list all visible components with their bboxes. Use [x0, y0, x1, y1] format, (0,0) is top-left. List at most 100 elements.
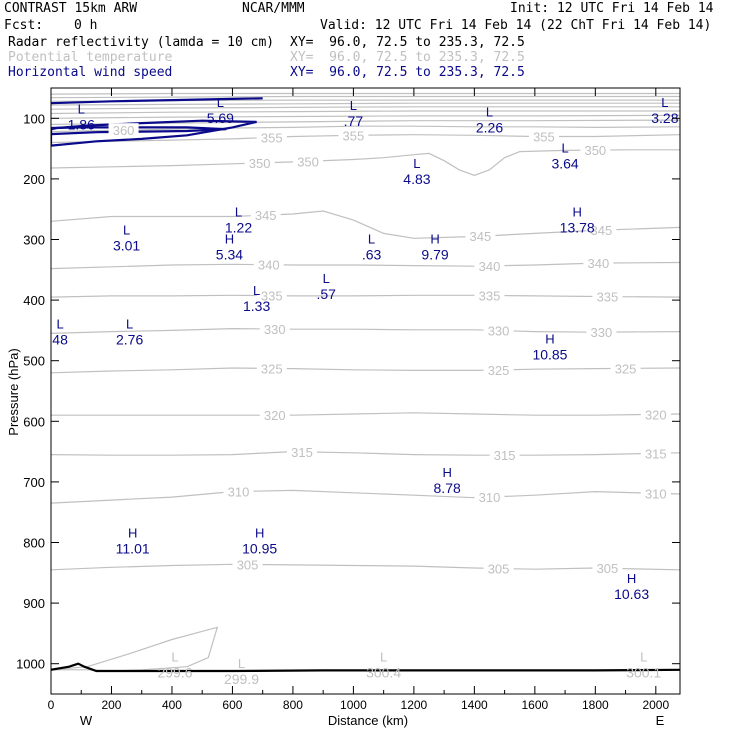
plot-frame	[50, 87, 681, 695]
isentrope-label-bg	[259, 322, 290, 336]
field-xy-reflectivity: XY= 96.0, 72.5 to 235.3, 72.5	[290, 35, 525, 50]
isentrope-label-bg	[483, 323, 514, 337]
isentrope-label: 305	[597, 561, 619, 576]
init-time: Init: 12 UTC Fri 14 Feb 14	[510, 1, 714, 16]
x-tick-label: 2000	[642, 698, 669, 712]
extremum-value: 1.22	[225, 219, 252, 235]
isentrope-label-bg	[586, 325, 617, 339]
isentrope-label: 330	[591, 325, 613, 340]
isentrope-label: 315	[291, 445, 313, 460]
extremum-marker: H	[128, 525, 137, 540]
isentrope-label-bg	[256, 288, 287, 302]
isentrope-label-bg	[244, 155, 275, 169]
field-xy-potential-temperature: XY= 96.0, 72.5 to 235.3, 72.5	[290, 50, 525, 65]
extremum-marker: H	[627, 571, 636, 586]
isentrope-label-bg	[474, 490, 505, 504]
isentrope-label-bg	[586, 223, 617, 237]
y-tick-label: 200	[23, 172, 45, 187]
isentrope-label: 325	[615, 361, 637, 376]
isentrope-label: 330	[264, 322, 286, 337]
y-tick-label: 1000	[16, 657, 45, 672]
extremum-marker: L	[56, 316, 63, 331]
y-tick-label: 500	[23, 354, 45, 369]
isentrope-label: 315	[645, 446, 667, 461]
x-tick-label: 1200	[401, 698, 428, 712]
field-name-potential-temperature: Potential temperature	[8, 50, 173, 65]
forecast-label: Fcst:	[4, 18, 44, 33]
isentrope-label: 335	[261, 289, 283, 304]
isentrope-line	[51, 210, 680, 239]
isentrope-label-bg	[474, 258, 505, 272]
isentrope-label: 340	[479, 259, 501, 274]
extremum-value: 300.1	[626, 665, 661, 681]
extremum-marker: H	[255, 525, 264, 540]
isentrope-label-bg	[465, 229, 496, 243]
isentrope-line	[51, 92, 680, 95]
isentrope-label: 350	[297, 154, 319, 169]
isentrope-label-bg	[640, 407, 671, 421]
isentrope-label: 310	[645, 486, 667, 501]
valid-time: Valid: 12 UTC Fri 14 Feb 14 (22 ChT Fri …	[320, 18, 712, 33]
y-tick-label: 400	[23, 293, 45, 308]
x-tick-label: 1400	[461, 698, 488, 712]
isentrope-line	[51, 327, 680, 334]
extremum-value: .77	[344, 113, 364, 129]
isentrope-label-bg	[489, 448, 520, 462]
extremum-marker: L	[78, 101, 85, 116]
extremum-marker: L	[413, 156, 420, 171]
isentrope-line	[51, 367, 680, 374]
extremum-marker: L	[126, 316, 133, 331]
y-tick-label: 300	[23, 233, 45, 248]
extremum-marker: L	[368, 232, 375, 247]
isentrope-label-bg	[259, 408, 290, 422]
isentrope-label: 305	[237, 557, 259, 572]
isentrope-line	[51, 125, 680, 133]
field-name-wind-speed: Horizontal wind speed	[8, 65, 173, 80]
extremum-value: 5.69	[207, 110, 234, 126]
isentrope-label-bg	[610, 361, 641, 375]
extremum-value: 3.64	[551, 156, 578, 172]
extremum-value: 11.01	[116, 540, 150, 556]
isentrope-label-bg	[108, 123, 139, 137]
isentrope-label: 310	[228, 484, 250, 499]
isentrope-label-bg	[580, 143, 611, 157]
extremum-value: 13.78	[560, 219, 595, 235]
x-tick-label: 1800	[582, 698, 609, 712]
extremum-marker: H	[545, 332, 554, 347]
x-tick-label: 1000	[340, 698, 367, 712]
extremum-value: 9.79	[421, 247, 448, 263]
isentrope-label-bg	[592, 561, 623, 575]
x-tick-label: 200	[101, 698, 121, 712]
y-axis-title: Pressure (hPa)	[6, 348, 21, 435]
field-xy-wind-speed: XY= 96.0, 72.5 to 235.3, 72.5	[290, 65, 525, 80]
extremum-value: .57	[316, 286, 336, 302]
isentrope-label: 335	[479, 288, 501, 303]
isentrope-label-bg	[640, 486, 671, 500]
terrain-line	[51, 662, 680, 673]
isentrope-line	[51, 563, 680, 571]
isentrope-label-bg	[483, 362, 514, 376]
isentrope-label: 340	[587, 256, 609, 271]
isentrope-label: 320	[645, 407, 667, 422]
isentrope-line	[51, 489, 680, 504]
isentrope-label-bg	[592, 289, 623, 303]
isentrope-label: 325	[261, 361, 283, 376]
isentrope-line	[51, 114, 680, 119]
extremum-marker: L	[123, 222, 130, 237]
isentrope-label: 340	[258, 258, 280, 273]
y-tick-label: 700	[23, 475, 45, 490]
extremum-value: 48	[52, 331, 68, 347]
extremum-value: 3.01	[113, 237, 140, 253]
extremum-value: 4.83	[403, 171, 430, 187]
isentrope-line	[51, 95, 680, 99]
east-label: E	[656, 713, 665, 728]
isentrope-label-bg	[223, 484, 254, 498]
extremum-value: 10.85	[532, 347, 567, 363]
isentrope-label: 315	[494, 448, 516, 463]
isentrope-label-bg	[483, 561, 514, 575]
x-tick-label: 600	[222, 698, 242, 712]
isentrope-label: 355	[261, 130, 283, 145]
x-tick-label: 0	[48, 698, 55, 712]
extremum-value: 300.4	[366, 665, 401, 681]
isentrope-label: 350	[249, 156, 271, 171]
